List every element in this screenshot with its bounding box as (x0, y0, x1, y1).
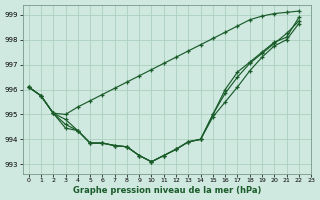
X-axis label: Graphe pression niveau de la mer (hPa): Graphe pression niveau de la mer (hPa) (73, 186, 261, 195)
